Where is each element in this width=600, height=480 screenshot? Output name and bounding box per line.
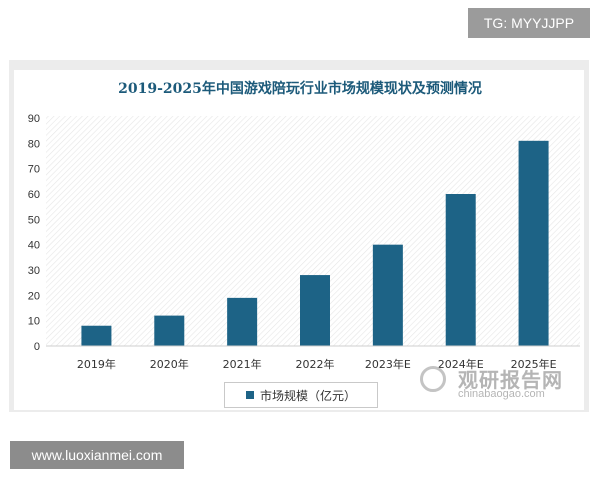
y-tick-label: 50 (28, 214, 40, 226)
x-tick-label: 2021年 (223, 357, 262, 371)
y-tick-label: 0 (34, 341, 40, 353)
watermark-brand: 观研报告网 (458, 368, 563, 392)
x-tick-label: 2020年 (150, 357, 189, 371)
y-tick-label: 80 (28, 138, 40, 150)
y-tick-label: 90 (28, 113, 40, 125)
y-axis: 0 10 20 30 40 50 60 70 80 90 (28, 113, 40, 353)
watermark: 观研报告网 chinabaogao.com (418, 364, 578, 402)
legend-swatch (245, 391, 254, 399)
x-tick-label: 2025年E (511, 357, 557, 371)
bar (372, 244, 403, 346)
chart-title: 2019-2025年中国游戏陪玩行业市场规模现状及预测情况 (118, 81, 482, 97)
bars (81, 140, 549, 346)
bar (81, 325, 112, 346)
y-tick-label: 70 (28, 164, 40, 176)
y-tick-label: 20 (28, 290, 40, 302)
bar (518, 140, 549, 346)
x-tick-label: 2019年 (77, 357, 116, 371)
y-tick-label: 30 (28, 265, 40, 277)
x-tick-label: 2022年 (296, 357, 335, 371)
bar (227, 297, 258, 346)
bar (445, 194, 476, 346)
x-tick-label: 2023年E (365, 357, 411, 371)
bar (154, 315, 185, 346)
y-tick-label: 40 (28, 240, 40, 252)
y-tick-label: 60 (28, 189, 40, 201)
x-axis: 2019年 2020年 2021年 2022年 2023年E 2024年E 2025年E (77, 357, 557, 371)
legend-label: 市场规模（亿元） (259, 388, 356, 403)
legend: 市场规模（亿元） (224, 382, 378, 408)
x-tick-label: 2024年E (438, 357, 484, 371)
bar (300, 275, 330, 346)
watermark-domain: chinabaogao.com (458, 388, 545, 400)
website-badge: www.luoxianmei.com (10, 441, 184, 469)
telegram-badge: TG: MYYJJPP (468, 8, 590, 38)
y-tick-label: 10 (28, 316, 40, 328)
watermark-logo-icon (420, 366, 446, 392)
